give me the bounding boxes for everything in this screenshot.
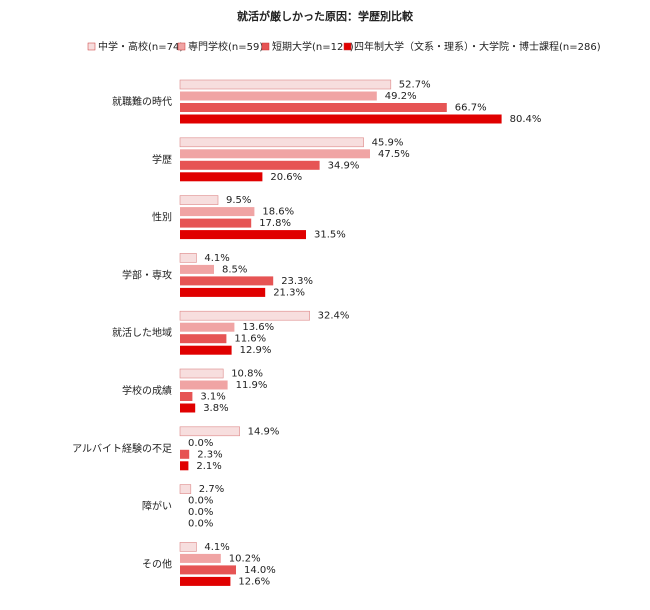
bar: [180, 334, 227, 344]
bar: [180, 576, 231, 586]
value-label: 14.9%: [248, 426, 280, 437]
bar: [179, 253, 197, 263]
legend-swatch: [177, 42, 186, 51]
bar: [179, 79, 392, 90]
bar: [180, 553, 221, 563]
value-label: 49.2%: [385, 91, 417, 102]
legend-label: 専門学校(n=59): [188, 40, 263, 53]
value-label: 10.8%: [231, 369, 263, 380]
value-label: 0.0%: [188, 507, 213, 518]
value-label: 4.1%: [204, 253, 229, 264]
bar: [180, 565, 236, 575]
value-label: 0.0%: [188, 496, 213, 507]
bar: [180, 461, 189, 471]
value-label: 21.3%: [273, 287, 305, 298]
bar: [180, 230, 306, 240]
bar: [179, 426, 240, 437]
bar: [180, 149, 370, 159]
bar: [179, 542, 197, 552]
bar: [179, 310, 310, 321]
value-label: 12.6%: [238, 576, 270, 587]
value-label: 2.1%: [196, 461, 221, 472]
value-label: 23.3%: [281, 276, 313, 287]
value-label: 12.9%: [240, 345, 272, 356]
legend-swatch: [343, 42, 352, 51]
value-label: 34.9%: [328, 160, 360, 171]
value-label: 0.0%: [188, 438, 213, 449]
value-label: 4.1%: [204, 542, 229, 553]
value-label: 20.6%: [270, 172, 302, 183]
bar: [180, 345, 232, 355]
value-label: 3.1%: [200, 392, 225, 403]
category-label: アルバイト経験の不足: [72, 442, 172, 455]
bar: [180, 276, 274, 286]
value-label: 80.4%: [510, 114, 542, 125]
category-label: その他: [142, 557, 172, 570]
value-label: 52.7%: [399, 80, 431, 91]
category-label: 学部・専攻: [122, 268, 172, 281]
value-label: 47.5%: [378, 149, 410, 160]
bar: [180, 103, 447, 112]
legend-label: 四年制大学（文系・理系）・大学院・博士課程(n=286): [354, 40, 601, 53]
value-label: 8.5%: [222, 264, 247, 275]
bar: [179, 368, 224, 379]
legend-label: 中学・高校(n=74): [98, 40, 183, 53]
value-label: 45.9%: [372, 137, 404, 148]
value-label: 13.6%: [242, 322, 274, 333]
bar: [180, 160, 320, 170]
value-label: 17.8%: [259, 218, 291, 229]
bar: [180, 322, 235, 332]
chart-title: 就活が厳しかった原因：学歴別比較: [237, 9, 414, 23]
value-label: 2.7%: [199, 484, 224, 495]
category-label: 学歴: [152, 153, 172, 166]
category-label: 就活した地域: [112, 326, 172, 339]
bar: [180, 380, 228, 390]
category-label: 障がい: [142, 500, 172, 513]
category-label: 就職難の時代: [112, 95, 172, 108]
bar: [180, 392, 193, 401]
bar: [180, 218, 252, 228]
value-label: 11.6%: [234, 334, 266, 345]
value-label: 14.0%: [244, 565, 276, 576]
value-label: 3.8%: [203, 403, 228, 414]
legend-label: 短期大学(n=129): [272, 40, 354, 53]
bar: [180, 287, 266, 297]
value-label: 31.5%: [314, 230, 346, 241]
value-label: 32.4%: [318, 311, 350, 322]
value-label: 2.3%: [197, 449, 222, 460]
value-label: 10.2%: [229, 553, 261, 564]
bar: [180, 207, 255, 217]
bar: [180, 91, 377, 101]
bar: [179, 137, 364, 148]
bar: [180, 264, 214, 274]
value-label: 66.7%: [455, 103, 487, 114]
bar: [180, 449, 190, 459]
category-label: 性別: [152, 211, 172, 224]
bar: [180, 172, 263, 182]
value-label: 0.0%: [188, 519, 213, 530]
legend-swatch: [261, 42, 270, 51]
category-label: 学校の成績: [122, 384, 172, 397]
bar: [179, 484, 192, 494]
bar: [180, 403, 196, 413]
value-label: 18.6%: [262, 207, 294, 218]
value-label: 9.5%: [226, 195, 251, 206]
value-label: 11.9%: [236, 380, 268, 391]
legend-swatch: [87, 42, 96, 51]
bar: [180, 114, 502, 124]
bar: [179, 195, 219, 205]
